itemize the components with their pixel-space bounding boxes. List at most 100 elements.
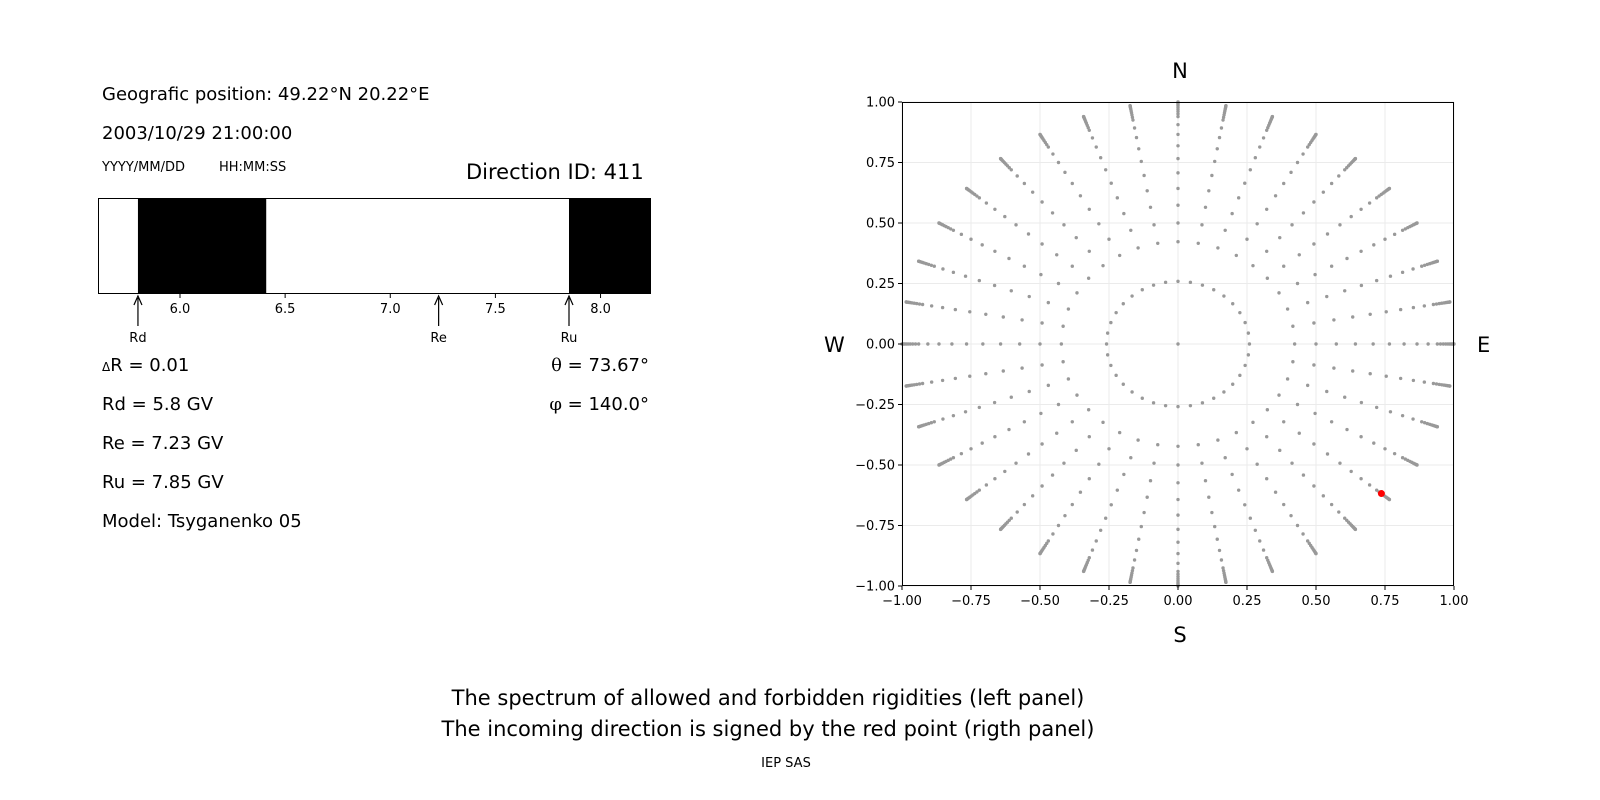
direction-grid-point bbox=[1009, 395, 1013, 399]
direction-grid-point bbox=[953, 376, 958, 381]
direction-grid-point bbox=[1422, 380, 1427, 384]
direction-grid-point bbox=[1295, 160, 1300, 165]
direction-grid-point bbox=[1139, 524, 1143, 529]
direction-grid-point bbox=[1200, 461, 1204, 465]
direction-grid-point bbox=[1312, 363, 1316, 367]
direction-grid-point bbox=[1107, 237, 1111, 241]
direction-grid-point bbox=[1130, 390, 1134, 394]
direction-grid-point bbox=[1009, 289, 1013, 293]
direction-grid-point bbox=[993, 434, 997, 439]
direction-grid-point bbox=[981, 342, 985, 346]
direction-grid-point bbox=[1251, 420, 1255, 425]
direction-grid-point bbox=[968, 374, 972, 378]
direction-grid-point bbox=[1383, 447, 1387, 451]
direction-grid-point bbox=[992, 283, 997, 288]
direction-grid-point bbox=[1398, 376, 1403, 381]
direction-grid-point bbox=[1062, 223, 1066, 227]
direction-grid-point bbox=[1219, 126, 1224, 130]
direction-grid-point bbox=[1151, 283, 1156, 287]
direction-grid-point bbox=[1152, 461, 1156, 465]
direction-grid-point bbox=[1422, 263, 1427, 267]
direction-grid-point bbox=[1176, 572, 1180, 576]
direction-grid-point bbox=[1374, 278, 1379, 283]
direction-grid-point bbox=[1435, 425, 1440, 429]
direction-grid-point bbox=[1087, 128, 1091, 133]
direction-grid-point bbox=[953, 307, 958, 312]
direction-grid-point bbox=[1277, 291, 1281, 295]
direction-grid-point bbox=[1200, 283, 1205, 287]
direction-grid-point bbox=[1078, 490, 1083, 494]
direction-grid-point bbox=[1415, 342, 1419, 346]
direction-grid-point bbox=[1314, 132, 1318, 137]
direction-grid-point bbox=[1055, 431, 1059, 435]
direction-grid-point bbox=[1359, 434, 1363, 439]
direction-grid-point bbox=[940, 378, 945, 383]
direction-grid-point bbox=[1387, 186, 1392, 191]
direction-grid-point bbox=[1431, 302, 1436, 307]
marker-arrowhead-ru bbox=[564, 294, 574, 306]
direction-grid-point bbox=[1148, 205, 1153, 210]
direction-grid-point bbox=[1265, 408, 1270, 412]
direction-grid-point bbox=[1176, 221, 1180, 225]
direction-grid-point bbox=[1236, 196, 1241, 200]
direction-grid-point bbox=[1151, 401, 1156, 405]
direction-grid-point bbox=[1291, 360, 1295, 364]
direction-grid-point bbox=[1050, 211, 1055, 215]
direction-grid-point bbox=[1196, 241, 1200, 245]
direction-grid-point bbox=[1098, 528, 1103, 532]
direction-grid-point bbox=[1215, 537, 1219, 541]
direction-grid-point bbox=[1231, 302, 1235, 306]
direction-grid-point bbox=[1056, 523, 1061, 528]
direction-grid-point bbox=[1426, 342, 1430, 346]
direction-grid-point bbox=[1038, 342, 1042, 346]
direction-grid-point bbox=[1359, 249, 1363, 254]
direction-grid-point bbox=[1435, 342, 1440, 346]
direction-grid-point bbox=[1109, 320, 1113, 325]
direction-grid-point bbox=[1277, 393, 1281, 397]
date-format-label: YYYY/MM/DD bbox=[102, 160, 185, 175]
direction-grid-point bbox=[1203, 478, 1208, 483]
direction-grid-point bbox=[917, 302, 922, 306]
direction-grid-point bbox=[1196, 443, 1200, 447]
forbidden-band-0 bbox=[137, 198, 267, 294]
west-label: W bbox=[824, 333, 845, 357]
direction-grid-point bbox=[1122, 211, 1126, 216]
direction-grid-point bbox=[1246, 353, 1251, 357]
direction-grid-point bbox=[1128, 103, 1132, 108]
direction-grid-point bbox=[1392, 232, 1397, 237]
direction-grid-point bbox=[1022, 264, 1027, 268]
direction-grid-point bbox=[1109, 181, 1113, 185]
direction-grid-point bbox=[941, 417, 945, 421]
direction-grid-point bbox=[1392, 451, 1397, 456]
direction-grid-point bbox=[1337, 174, 1341, 178]
direction-grid-point bbox=[984, 372, 988, 376]
direction-grid-point bbox=[1061, 360, 1065, 364]
direction-grid-point bbox=[1334, 342, 1339, 346]
direction-grid-point bbox=[1022, 502, 1027, 507]
direction-grid-point bbox=[963, 410, 968, 414]
direction-grid-point bbox=[1009, 516, 1013, 520]
direction-grid-point bbox=[1040, 484, 1044, 488]
direction-grid-point bbox=[1176, 404, 1180, 409]
x-tick-label: −0.25 bbox=[1089, 594, 1129, 609]
direction-grid-point bbox=[932, 264, 936, 268]
direction-grid-point bbox=[1001, 315, 1005, 319]
direction-grid-point bbox=[1046, 300, 1051, 305]
direction-grid-point bbox=[1176, 481, 1180, 485]
direction-grid-point bbox=[1238, 310, 1242, 315]
direction-grid-point bbox=[1345, 427, 1349, 432]
direction-grid-point bbox=[1020, 366, 1024, 370]
direction-grid-point bbox=[1448, 300, 1452, 304]
direction-grid-point bbox=[1056, 281, 1061, 286]
direction-grid-point bbox=[1282, 420, 1286, 424]
direction-grid-point bbox=[1176, 132, 1180, 137]
direction-grid-point bbox=[1289, 513, 1293, 518]
direction-grid-point bbox=[1343, 168, 1347, 172]
x-tick-label: −0.50 bbox=[1020, 594, 1060, 609]
direction-grid-point bbox=[1090, 136, 1095, 140]
phi-symbol: φ bbox=[549, 394, 562, 415]
direction-grid-point bbox=[1200, 401, 1205, 405]
datetime: 2003/10/29 21:00:00 bbox=[102, 123, 293, 144]
direction-grid-point bbox=[1398, 307, 1403, 312]
direction-grid-point bbox=[1422, 421, 1427, 425]
